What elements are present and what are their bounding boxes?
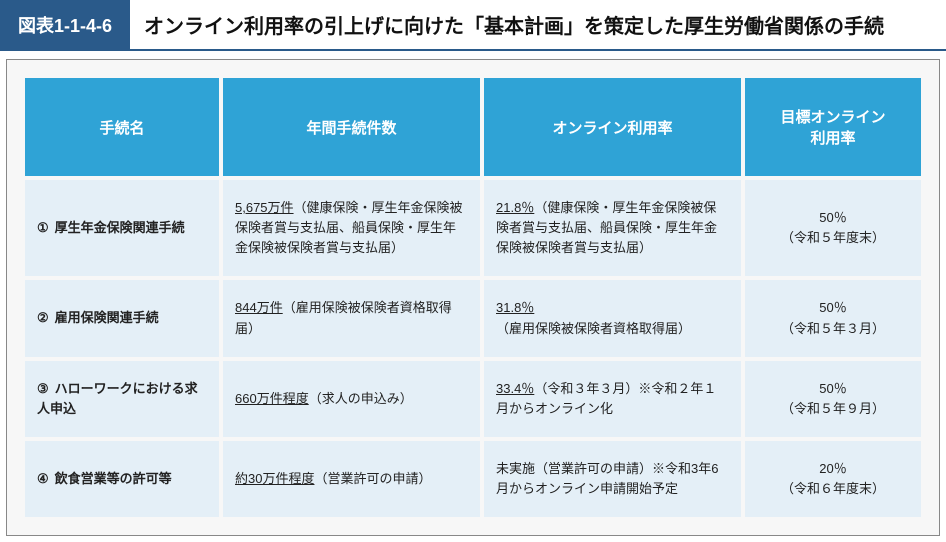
cell-online-rate: 33.4％（令和３年３月）※令和２年１月からオンライン化 — [482, 359, 743, 439]
table-container: 手続名 年間手続件数 オンライン利用率 目標オンライン利用率 ①厚生年金保険関連… — [6, 59, 940, 536]
cell-online-rate: 21.8％（健康保険・厚生年金保険被保険者賞与支払届、船員保険・厚生年金保険被保… — [482, 178, 743, 278]
cell-online-rate: 31.8％（雇用保険被保険者資格取得届） — [482, 278, 743, 358]
table-row: ④飲食営業等の許可等約30万件程度（営業許可の申請）未実施（営業許可の申請）※令… — [23, 439, 923, 519]
procedures-table: 手続名 年間手続件数 オンライン利用率 目標オンライン利用率 ①厚生年金保険関連… — [21, 74, 925, 521]
table-row: ①厚生年金保険関連手続5,675万件（健康保険・厚生年金保険被保険者賞与支払届、… — [23, 178, 923, 278]
cell-procedure-name: ④飲食営業等の許可等 — [23, 439, 221, 519]
cell-annual-count: 約30万件程度（営業許可の申請） — [221, 439, 482, 519]
cell-target-rate: 50％（令和５年９月） — [743, 359, 923, 439]
table-row: ③ハローワークにおける求人申込660万件程度（求人の申込み）33.4％（令和３年… — [23, 359, 923, 439]
cell-target-rate: 50％（令和５年３月） — [743, 278, 923, 358]
cell-annual-count: 5,675万件（健康保険・厚生年金保険被保険者賞与支払届、船員保険・厚生年金保険… — [221, 178, 482, 278]
col-name: 手続名 — [23, 76, 221, 178]
cell-online-rate: 未実施（営業許可の申請）※令和3年6月からオンライン申請開始予定 — [482, 439, 743, 519]
cell-annual-count: 844万件（雇用保険被保険者資格取得届） — [221, 278, 482, 358]
col-target: 目標オンライン利用率 — [743, 76, 923, 178]
figure-number: 図表1-1-4-6 — [0, 0, 130, 49]
col-rate: オンライン利用率 — [482, 76, 743, 178]
table-row: ②雇用保険関連手続844万件（雇用保険被保険者資格取得届）31.8％（雇用保険被… — [23, 278, 923, 358]
figure-header: 図表1-1-4-6 オンライン利用率の引上げに向けた「基本計画」を策定した厚生労… — [0, 0, 946, 51]
figure-title: オンライン利用率の引上げに向けた「基本計画」を策定した厚生労働省関係の手続 — [130, 0, 898, 49]
col-count: 年間手続件数 — [221, 76, 482, 178]
cell-procedure-name: ③ハローワークにおける求人申込 — [23, 359, 221, 439]
cell-procedure-name: ②雇用保険関連手続 — [23, 278, 221, 358]
cell-annual-count: 660万件程度（求人の申込み） — [221, 359, 482, 439]
cell-procedure-name: ①厚生年金保険関連手続 — [23, 178, 221, 278]
cell-target-rate: 20％（令和６年度末） — [743, 439, 923, 519]
table-header-row: 手続名 年間手続件数 オンライン利用率 目標オンライン利用率 — [23, 76, 923, 178]
cell-target-rate: 50％（令和５年度末） — [743, 178, 923, 278]
